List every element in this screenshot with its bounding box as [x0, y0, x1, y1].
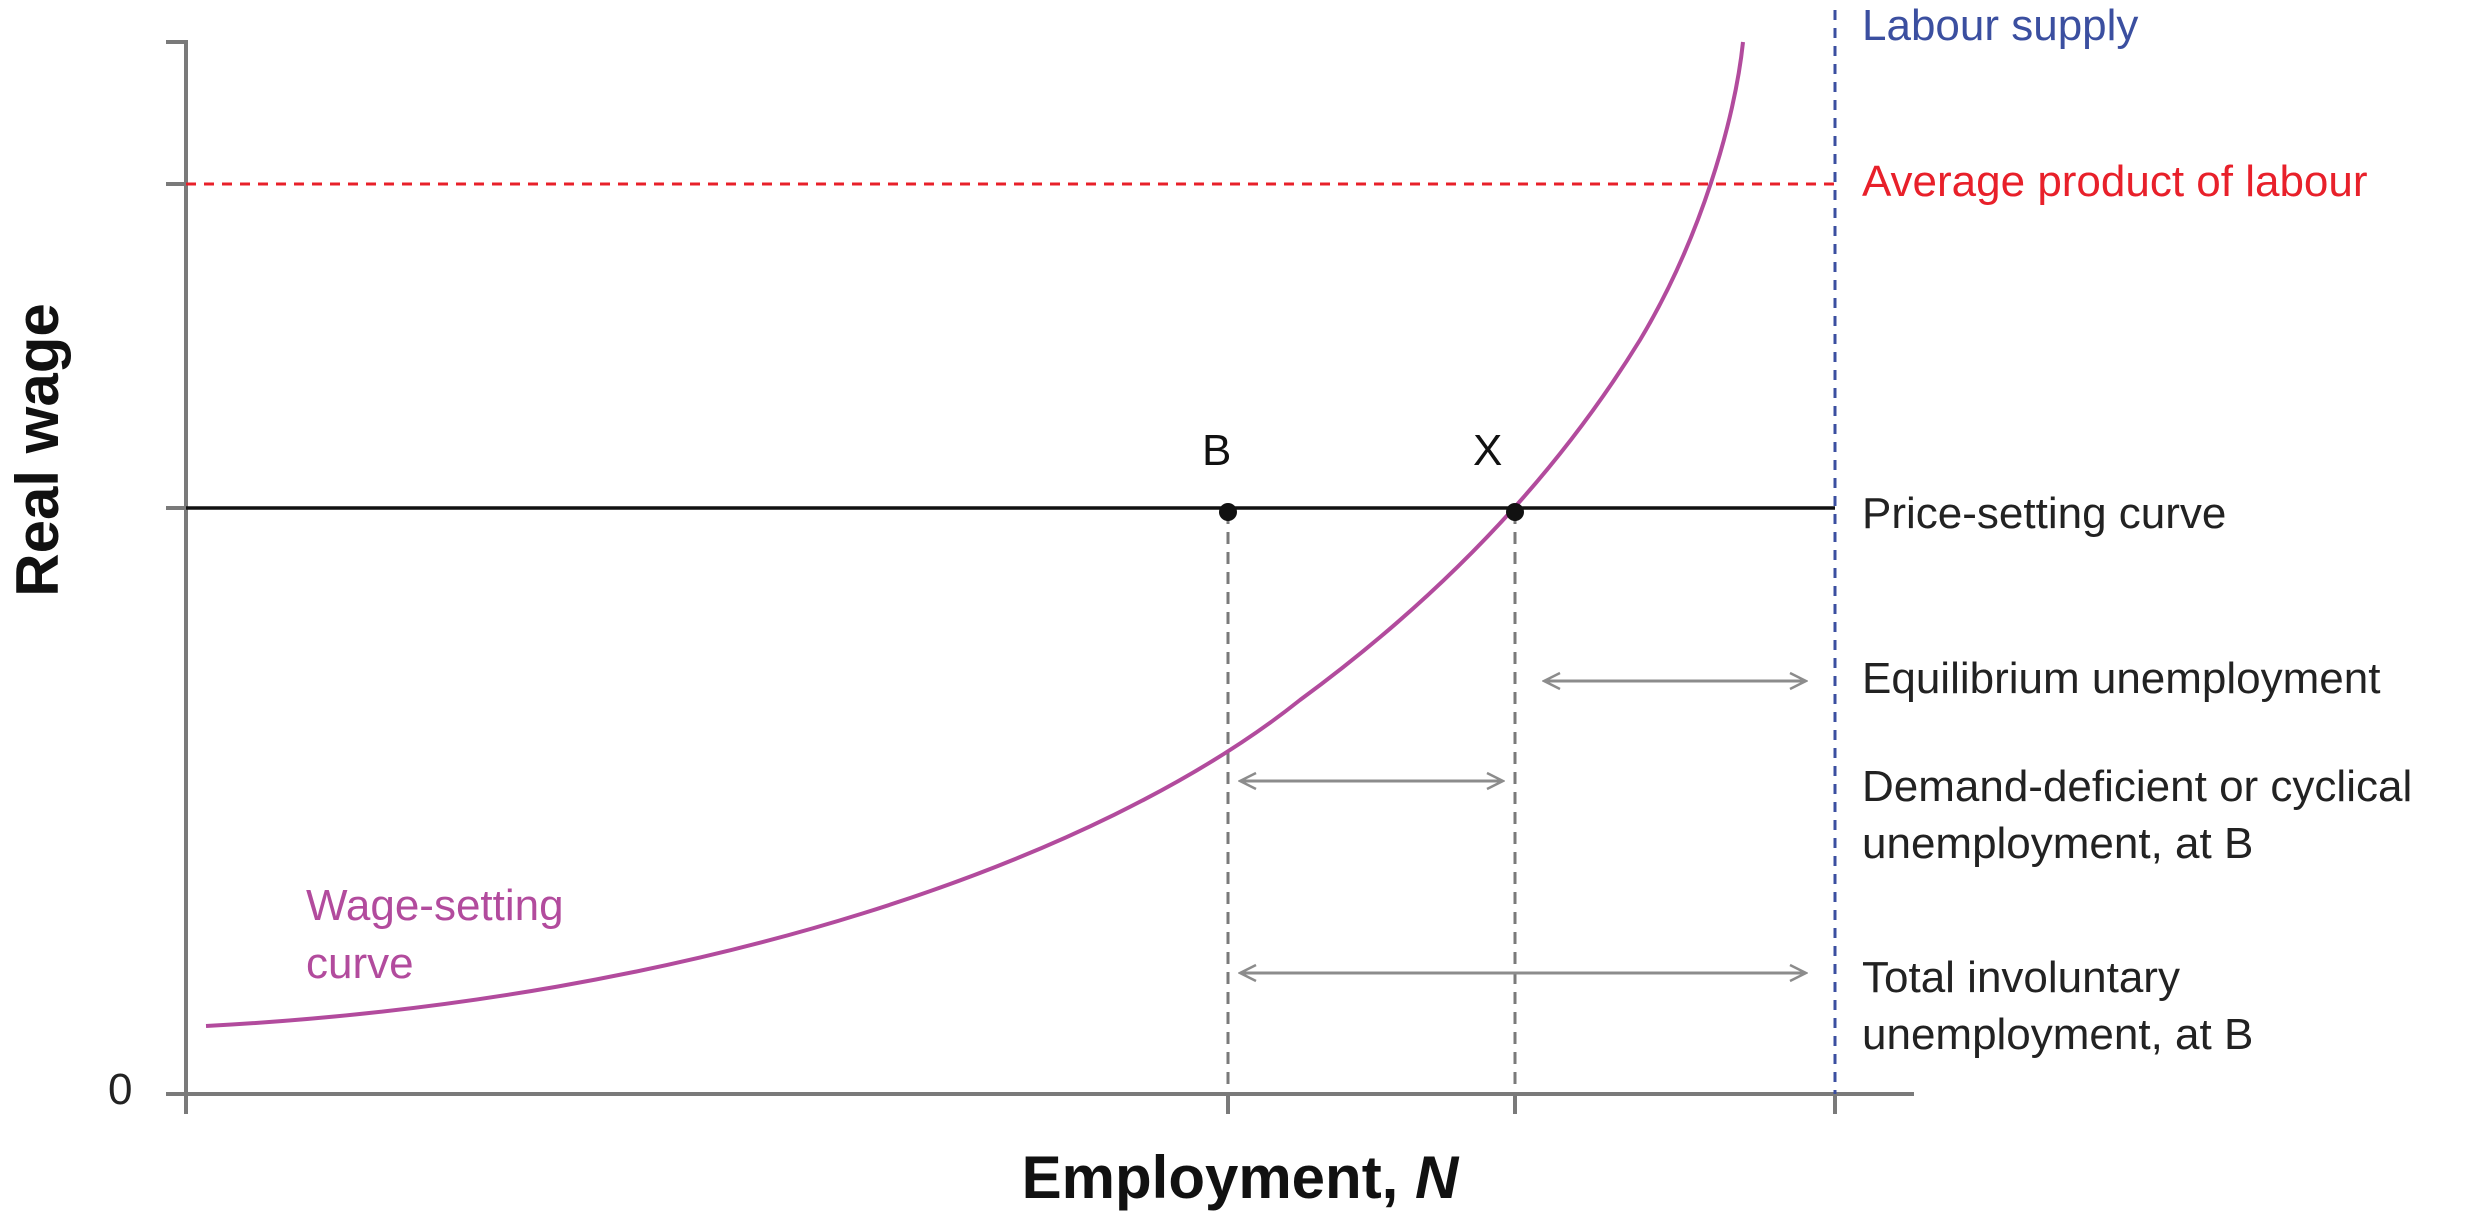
- equilibrium-unemployment-label: Equilibrium unemployment: [1862, 654, 2380, 703]
- y-axis-title: Real wage: [4, 303, 71, 596]
- origin-label: 0: [108, 1065, 132, 1114]
- x-axis-title-variable: N: [1415, 1144, 1460, 1211]
- involuntary-unemployment-label-line1: Total involuntary: [1862, 953, 2180, 1002]
- cyclical-unemployment-label-line2: unemployment, at B: [1862, 819, 2253, 868]
- point-b: [1219, 503, 1237, 521]
- cyclical-unemployment-label-line1: Demand-deficient or cyclical: [1862, 762, 2412, 811]
- labour-supply-label: Labour supply: [1862, 1, 2138, 50]
- x-axis-title-main: Employment,: [1022, 1144, 1415, 1211]
- involuntary-unemployment-label-line2: unemployment, at B: [1862, 1010, 2253, 1059]
- x-axis-title: Employment, N: [1022, 1144, 1460, 1211]
- point-b-label: B: [1202, 426, 1231, 475]
- price-setting-label: Price-setting curve: [1862, 489, 2226, 538]
- wage-setting-label-line1: Wage-setting: [306, 881, 564, 930]
- wage-setting-curve: [205, 41, 1745, 1028]
- wage-setting-label-line2: curve: [306, 939, 414, 988]
- point-x-label: X: [1473, 426, 1502, 475]
- point-x: [1506, 503, 1524, 521]
- average-product-label: Average product of labour: [1862, 157, 2368, 206]
